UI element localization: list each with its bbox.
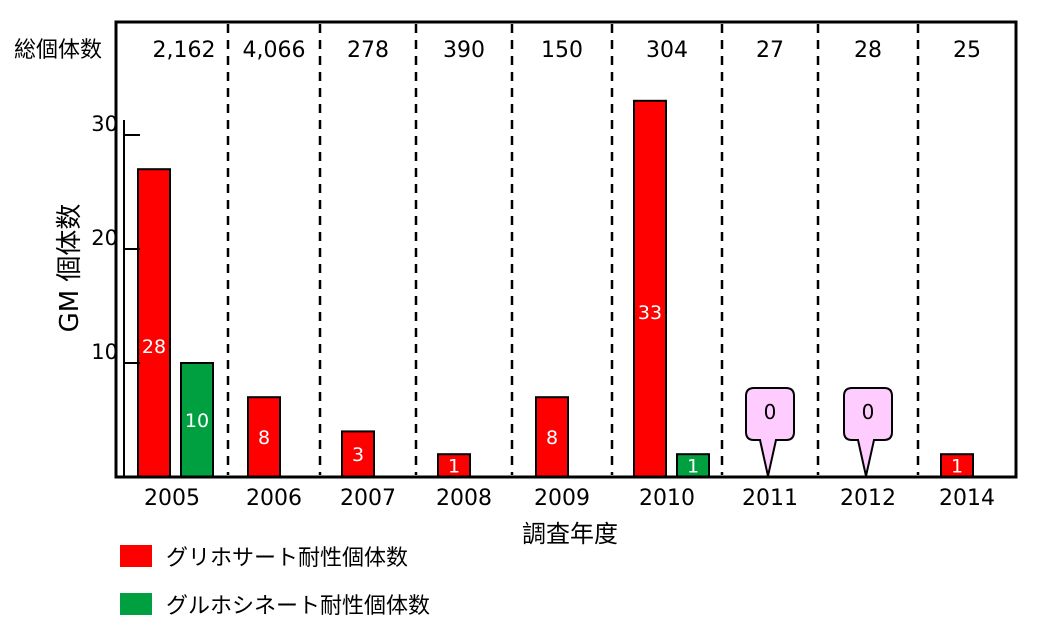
callout-text: 0 [862, 400, 875, 424]
callout-bubble-2011 [745, 387, 795, 477]
plot-frame [114, 20, 1018, 479]
total-count-2008: 390 [443, 38, 485, 63]
x-axis-label: 調査年度 [522, 520, 618, 548]
bar-glyphosate-2009 [535, 396, 569, 479]
legend: グリホサート耐性個体数 グルホシネート耐性個体数 [120, 545, 430, 619]
total-count-2010: 304 [646, 38, 688, 63]
bar-value-label: 28 [142, 336, 166, 358]
bar-glyphosate-2010 [633, 99, 667, 479]
bar-value-label: 8 [546, 427, 558, 449]
x-tick-label-2014: 2014 [939, 486, 995, 511]
x-tick-label-2005: 2005 [144, 486, 200, 511]
bar-value-label: 10 [185, 410, 209, 432]
bar-glyphosate-2006 [247, 396, 281, 479]
total-count-label: 総個体数 [14, 38, 102, 63]
y-tick-label: 10 [91, 340, 118, 364]
y-tick-label: 20 [91, 226, 118, 250]
bar-value-label: 8 [258, 427, 270, 449]
x-tick-label-2007: 2007 [340, 486, 396, 511]
total-count-2005: 2,162 [153, 38, 216, 63]
bar-value-label: 1 [448, 456, 460, 478]
y-tick-label: 30 [91, 112, 118, 136]
x-tick-label-2009: 2009 [534, 486, 590, 511]
total-count-2006: 4,066 [243, 38, 306, 63]
legend-swatch-glufosinate [120, 593, 152, 615]
x-tick-label-2010: 2010 [639, 486, 695, 511]
y-axis-label: GM 個体数 [55, 204, 85, 333]
total-count-2012: 28 [854, 38, 882, 63]
bar-value-label: 33 [638, 302, 662, 324]
callout-text: 0 [764, 400, 777, 424]
legend-label-glufosinate: グルホシネート耐性個体数 [166, 594, 430, 619]
bar-value-label: 1 [951, 456, 963, 478]
x-tick-label-2012: 2012 [840, 486, 896, 511]
bar-value-label: 3 [352, 444, 364, 466]
totals-row: 2,162 4,066 278 390 150 304 27 28 25 [153, 38, 981, 63]
total-count-2011: 27 [756, 38, 784, 63]
legend-label-glyphosate: グリホサート耐性個体数 [166, 546, 408, 571]
callout-bubble-2012 [843, 387, 893, 477]
bar-glyphosate-2005 [137, 168, 171, 478]
legend-swatch-glyphosate [120, 545, 152, 567]
total-count-2014: 25 [953, 38, 981, 63]
x-tick-label-2008: 2008 [436, 486, 492, 511]
x-tick-label-2011: 2011 [742, 486, 798, 511]
x-axis: 2005 2006 2007 2008 2009 2010 2011 2012 2014 [144, 486, 995, 511]
y-axis: 10 20 30 [91, 112, 140, 477]
x-tick-label-2006: 2006 [246, 486, 302, 511]
year-dividers [226, 24, 920, 475]
total-count-2009: 150 [541, 38, 583, 63]
bar-value-label: 1 [687, 456, 699, 478]
total-count-2007: 278 [347, 38, 389, 63]
